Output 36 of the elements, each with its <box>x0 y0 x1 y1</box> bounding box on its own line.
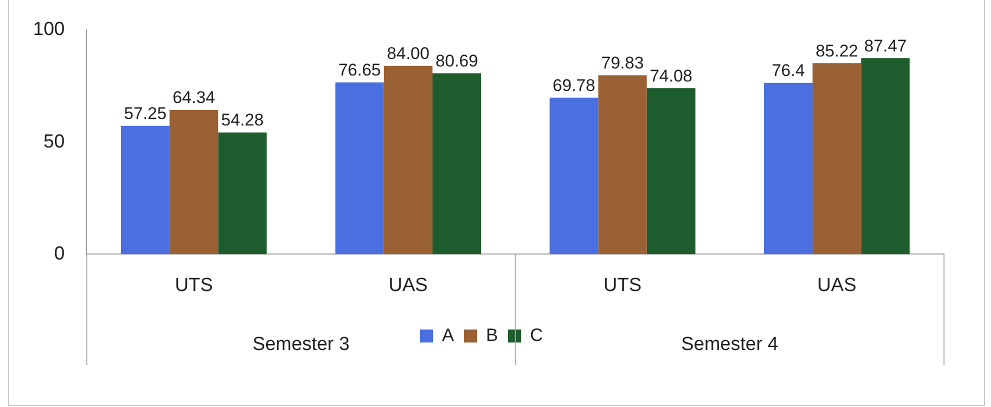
bar <box>550 98 598 254</box>
legend-label: C <box>530 324 544 345</box>
data-label: 80.69 <box>435 51 478 70</box>
data-label: 57.25 <box>124 104 167 124</box>
text: Semester 3 <box>252 334 350 356</box>
y-tick-label: 50 <box>44 131 65 152</box>
bar <box>646 88 696 254</box>
data-label: 69.78 <box>552 76 596 95</box>
data-label: 87.47 <box>864 36 907 56</box>
y-tick-label: 0 <box>54 243 65 264</box>
text: Semester 4 <box>681 334 779 356</box>
data-label: 76.4 <box>772 61 805 80</box>
x-tick-label: UTS <box>604 274 642 296</box>
bar <box>861 58 910 254</box>
bar <box>764 82 813 254</box>
legend-label: A <box>442 324 454 345</box>
bar <box>170 110 218 254</box>
bar <box>218 132 267 254</box>
data-label: 79.83 <box>601 53 644 72</box>
y-tick-label: 100 <box>33 19 65 40</box>
data-label: 85.22 <box>816 41 858 60</box>
x-tick-label: UAS <box>817 274 856 296</box>
bar <box>812 63 862 254</box>
bar <box>432 73 482 254</box>
bar <box>598 75 647 254</box>
legend-label: B <box>486 324 498 345</box>
bar <box>120 126 170 254</box>
data-label: 74.08 <box>650 66 692 86</box>
bar <box>335 82 384 254</box>
data-label: 54.28 <box>221 110 264 130</box>
data-label: 76.65 <box>338 60 381 80</box>
data-label: 84.00 <box>386 44 430 64</box>
x-tick-label: UTS <box>174 274 213 296</box>
x-tick-label: UAS <box>388 274 428 296</box>
bar <box>384 66 432 254</box>
data-label: 64.34 <box>172 88 216 108</box>
